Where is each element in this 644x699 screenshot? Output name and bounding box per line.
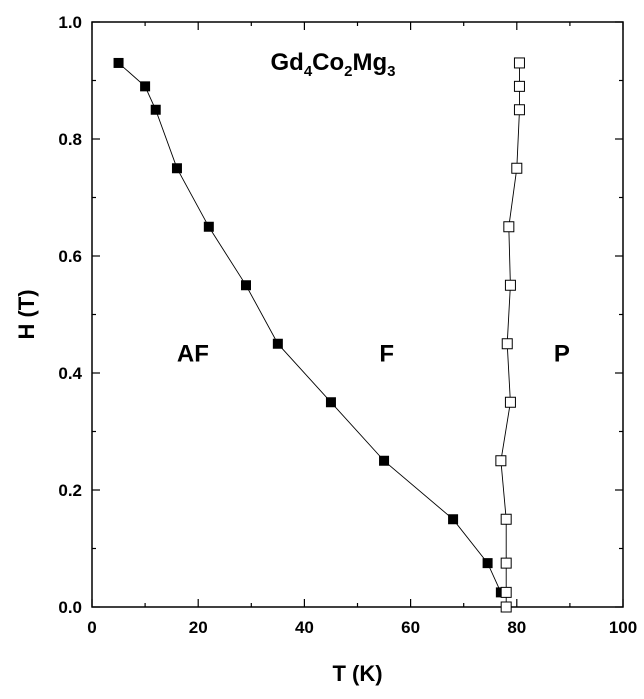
open-square-point: [496, 456, 506, 466]
region-label-p: P: [554, 340, 570, 367]
series-line-1: [119, 63, 501, 593]
y-tick-label: 0.2: [58, 481, 82, 500]
filled-square-point: [483, 558, 493, 568]
open-square-point: [514, 105, 524, 115]
title-segment: Co: [312, 49, 344, 76]
open-square-point: [512, 163, 522, 173]
x-tick-label: 80: [507, 618, 526, 637]
y-tick-label: 0.4: [58, 364, 82, 383]
x-tick-label: 0: [87, 618, 96, 637]
open-square-point: [501, 587, 511, 597]
filled-square-point: [204, 222, 214, 232]
filled-square-point: [379, 456, 389, 466]
open-square-point: [501, 558, 511, 568]
x-axis-title: T (K): [332, 661, 382, 686]
title-subscript: 3: [387, 63, 395, 80]
title-segment: Mg: [353, 49, 388, 76]
x-tick-label: 20: [189, 618, 208, 637]
open-square-point: [501, 602, 511, 612]
y-tick-label: 0.8: [58, 130, 82, 149]
filled-square-point: [273, 339, 283, 349]
filled-square-point: [448, 514, 458, 524]
open-square-point: [501, 514, 511, 524]
filled-square-point: [241, 280, 251, 290]
open-square-point: [514, 58, 524, 68]
filled-square-point: [114, 58, 124, 68]
y-tick-label: 1.0: [58, 13, 82, 32]
x-tick-label: 100: [609, 618, 637, 637]
filled-square-point: [172, 163, 182, 173]
region-label-f: F: [379, 340, 394, 367]
open-square-point: [504, 222, 514, 232]
region-label-af: AF: [177, 340, 209, 367]
open-square-point: [514, 81, 524, 91]
title-segment: Gd: [270, 49, 303, 76]
open-square-point: [505, 280, 515, 290]
filled-square-point: [151, 105, 161, 115]
chart-title: Gd4Co2Mg3: [270, 49, 395, 80]
series-line-2: [501, 63, 520, 607]
filled-square-point: [326, 397, 336, 407]
filled-square-point: [140, 81, 150, 91]
plot-frame: [92, 22, 623, 607]
open-square-point: [505, 397, 515, 407]
open-square-point: [502, 339, 512, 349]
x-tick-label: 60: [401, 618, 420, 637]
y-axis-title: H (T): [14, 289, 39, 339]
title-subscript: 2: [344, 63, 352, 80]
y-tick-label: 0.0: [58, 598, 82, 617]
y-tick-label: 0.6: [58, 247, 82, 266]
x-tick-label: 40: [295, 618, 314, 637]
